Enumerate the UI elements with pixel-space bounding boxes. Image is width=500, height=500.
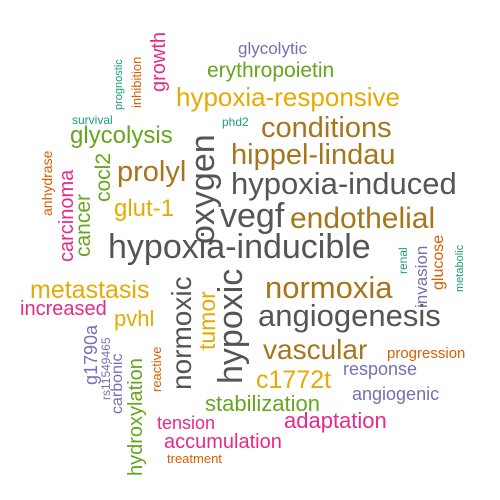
- word-phd2: phd2: [222, 115, 249, 129]
- word-inhibition: inhibition: [129, 56, 144, 108]
- word-stabilization: stabilization: [205, 391, 320, 416]
- word-hypoxia-responsive: hypoxia-responsive: [176, 82, 401, 112]
- word-reactive: reactive: [149, 346, 164, 392]
- word-increased: increased: [20, 298, 107, 320]
- word-g1790a: g1790a: [81, 324, 101, 385]
- word-response: response: [343, 359, 418, 379]
- word-adaptation: adaptation: [284, 408, 387, 433]
- word-carbonic: carbonic: [109, 353, 126, 414]
- word-glycolysis: glycolysis: [70, 122, 173, 149]
- word-hypoxic: hypoxic: [212, 268, 250, 384]
- word-anhydrase: anhydrase: [39, 150, 55, 216]
- word-hydroxylation: hydroxylation: [125, 358, 147, 476]
- word-pvhl: pvhl: [114, 306, 155, 331]
- word-prolyl: prolyl: [117, 156, 187, 188]
- word-cocl2: cocl2: [92, 152, 115, 202]
- word-survival: survival: [72, 113, 113, 127]
- word-accumulation: accumulation: [164, 431, 282, 453]
- word-c1772t: c1772t: [256, 366, 332, 394]
- word-metabolic: metabolic: [454, 244, 466, 292]
- word-renal: renal: [396, 247, 410, 274]
- word-angiogenesis: angiogenesis: [258, 298, 441, 333]
- word-vegf: vegf: [220, 197, 285, 235]
- word-prognostic: prognostic: [113, 59, 125, 110]
- word-growth: growth: [148, 31, 170, 92]
- word-cancer: cancer: [72, 193, 95, 257]
- word-treatment: treatment: [167, 451, 222, 466]
- word-glycolytic: glycolytic: [238, 39, 307, 58]
- word-glut-1: glut-1: [114, 195, 175, 222]
- word-erythropoietin: erythropoietin: [207, 59, 335, 82]
- word-hippel-lindau: hippel-lindau: [231, 139, 396, 171]
- word-normoxic: normoxic: [166, 276, 197, 390]
- word-hypoxia-induced: hypoxia-induced: [231, 166, 457, 201]
- word-tension: tension: [157, 413, 216, 433]
- word-angiogenic: angiogenic: [352, 384, 440, 404]
- word-progression: progression: [387, 345, 466, 362]
- word-glucose: glucose: [430, 234, 447, 290]
- word-normoxia: normoxia: [265, 270, 393, 305]
- word-hypoxia-inducible: hypoxia-inducible: [108, 228, 371, 266]
- word-metastasis: metastasis: [30, 276, 150, 304]
- word-vascular: vascular: [263, 334, 368, 365]
- word-endothelial: endothelial: [290, 202, 436, 235]
- word-conditions: conditions: [261, 112, 392, 144]
